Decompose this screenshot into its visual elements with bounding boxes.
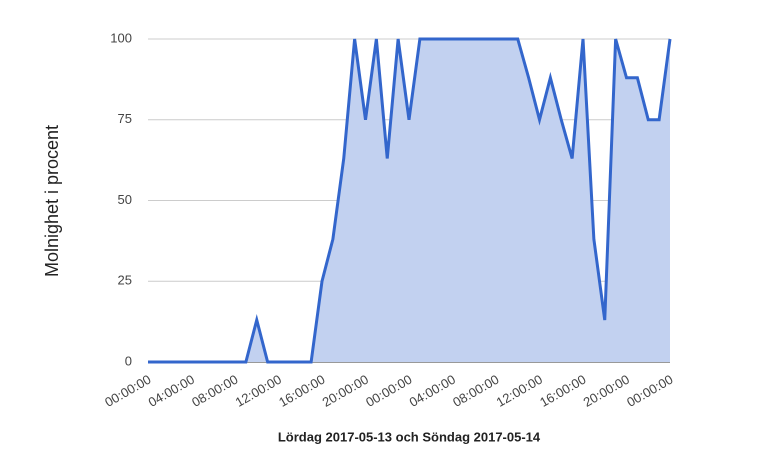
y-tick-label: 75 [118, 111, 132, 126]
x-tick-label: 04:00:00 [407, 372, 458, 410]
x-tick-label: 08:00:00 [189, 372, 240, 410]
x-tick-label: 12:00:00 [494, 372, 545, 410]
x-axis-title: Lördag 2017-05-13 och Söndag 2017-05-14 [278, 429, 541, 444]
x-tick-label: 20:00:00 [581, 372, 632, 410]
x-tick-label: 16:00:00 [537, 372, 588, 410]
x-tick-label: 12:00:00 [233, 372, 284, 410]
y-tick-label: 25 [118, 273, 132, 288]
y-axis-title: Molnighet i procent [42, 125, 62, 277]
x-tick-label: 00:00:00 [363, 372, 414, 410]
line [148, 37, 672, 364]
y-tick-label: 0 [125, 353, 132, 368]
x-tick-label: 20:00:00 [320, 372, 371, 410]
y-tick-label: 50 [118, 192, 132, 207]
x-tick-label: 04:00:00 [146, 372, 197, 410]
x-tick-label: 08:00:00 [450, 372, 501, 410]
x-tick-label: 16:00:00 [276, 372, 327, 410]
x-tick-label: 00:00:00 [102, 372, 153, 410]
y-tick-label: 100 [110, 30, 132, 45]
x-tick-label: 00:00:00 [624, 372, 675, 410]
